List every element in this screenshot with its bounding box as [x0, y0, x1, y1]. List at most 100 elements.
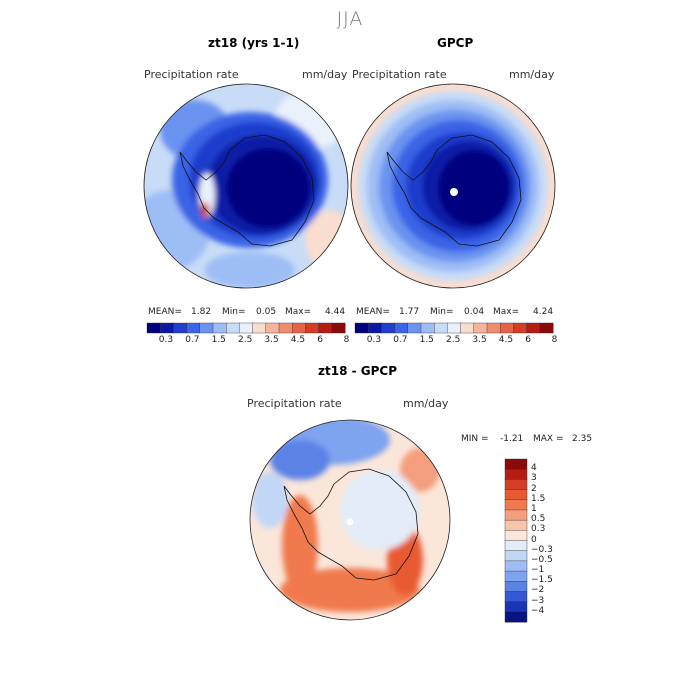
- panel1-colorbar-tick-label: 1.5: [211, 335, 226, 345]
- panel2-colorbar-tick-label: 3.5: [472, 335, 487, 345]
- panel3-coastline: [283, 468, 419, 581]
- panel1-colorbar-cell: [225, 322, 240, 334]
- panel1-min-label: Min=: [222, 307, 246, 317]
- panel1-colorbar-cell: [278, 322, 293, 334]
- panel1-colorbar-cell: [159, 322, 174, 334]
- panel2-colorbar-tick-label: 1.5: [419, 335, 434, 345]
- panel3-units: mm/day: [403, 397, 449, 410]
- panel2-mean-value: 1.77: [399, 307, 420, 317]
- panel1-colorbar-cell: [252, 322, 267, 334]
- panel1-map: [144, 84, 348, 288]
- panel3-colorbar-tick-label: 4: [531, 463, 537, 474]
- panel2-pole-marker: [450, 188, 458, 196]
- panel1-colorbar-cell: [239, 322, 254, 334]
- panel3-colorbar-cell: [504, 591, 528, 603]
- panel1-colorbar-cell: [212, 322, 227, 334]
- panel1-colorbar-cell: [146, 322, 161, 334]
- panel2-colorbar-cell: [381, 322, 396, 334]
- panel1-min-value: 0.05: [256, 307, 277, 317]
- panel1-coastline: [179, 134, 315, 247]
- panel3-colorbar-tick-label: −1.5: [531, 575, 553, 586]
- panel3-colorbar-tick-label: 0.3: [531, 524, 546, 535]
- panel2-colorbar-tick-label: 8: [551, 335, 558, 345]
- panel1-colorbar-tick-label: 0.7: [185, 335, 200, 345]
- panel3-colorbar-cell: [504, 499, 528, 511]
- panel1-colorbar-cell: [292, 322, 306, 334]
- panel2-colorbar-cell: [407, 322, 422, 334]
- panel2-colorbar-cell: [473, 322, 488, 334]
- panel3-colorbar-cell: [504, 611, 528, 623]
- panel3-max-label: MAX =: [533, 434, 564, 444]
- panel3-colorbar-cell: [504, 458, 528, 470]
- panel1-mean-label: MEAN=: [148, 307, 182, 317]
- panel3-min-label: MIN =: [461, 434, 489, 444]
- panel2-colorbar-tick-label: 0.7: [393, 335, 408, 345]
- panel1-units: mm/day: [302, 68, 348, 81]
- panel2-colorbar-tick-label: 0.3: [366, 335, 382, 345]
- panel3-colorbar-cell: [504, 479, 528, 491]
- panel2-mean-label: MEAN=: [356, 307, 390, 317]
- panel1-colorbar-cell: [186, 322, 201, 334]
- panel3-colorbar-tick-label: 0.5: [531, 514, 546, 525]
- panel1-colorbar-tick-label: 4.5: [290, 335, 306, 345]
- panel3-map: [250, 420, 450, 620]
- panel2-colorbar-cell: [420, 322, 435, 334]
- panel3-colorbar-tick-label: −3: [531, 595, 545, 606]
- panel3-map-border: [249, 419, 451, 621]
- panel3-colorbar-tick-label: −1: [531, 565, 545, 576]
- panel1-colorbar-cell: [265, 322, 280, 334]
- panel3-colorbar-cell: [504, 509, 528, 521]
- panel2-colorbar-cell: [500, 322, 514, 334]
- panel3-pole-marker: [346, 518, 354, 526]
- panel3-colorbar-cell: [504, 530, 528, 541]
- panel2-colorbar-cell: [513, 322, 528, 334]
- panel3-max-value: 2.35: [572, 434, 593, 444]
- panel2-coastline: [386, 134, 522, 247]
- panel2-colorbar-cell: [486, 322, 501, 334]
- panel2-min-label: Min=: [430, 307, 454, 317]
- colorbars: [146, 322, 554, 623]
- panel3-colorbar-tick-label: 1: [531, 503, 537, 514]
- panel1-colorbar-tick-label: 3.5: [264, 335, 279, 345]
- panel3-colorbar-tick-label: −2: [531, 585, 545, 596]
- panel1-colorbar-cell: [331, 322, 346, 334]
- panel1-colorbar-tick-label: 2.5: [238, 335, 253, 345]
- panel1-colorbar-cell: [318, 322, 333, 334]
- panel3-colorbar-cell: [504, 540, 528, 552]
- panel1-title: zt18 (yrs 1-1): [208, 36, 300, 50]
- panel2-colorbar-cell: [368, 322, 382, 334]
- panel3-colorbar-tick-label: −0.3: [531, 544, 553, 555]
- panel2-title: GPCP: [437, 36, 474, 50]
- panel1-map-border: [143, 83, 349, 289]
- panel2-map-border: [350, 83, 556, 289]
- panel1-max-value: 4.44: [325, 307, 346, 317]
- panel1-variable-label: Precipitation rate: [144, 68, 239, 81]
- panel2-max-value: 4.24: [533, 307, 554, 317]
- panel3-min-value: -1.21: [500, 434, 524, 444]
- panel3-title: zt18 - GPCP: [318, 364, 398, 378]
- panel1-colorbar-cell: [173, 322, 188, 334]
- panel3-colorbar-cell: [504, 519, 528, 531]
- page-title: JJA: [336, 8, 364, 30]
- panel2-colorbar-cell: [526, 322, 541, 334]
- panel1-mean-value: 1.82: [191, 307, 212, 317]
- panel2-colorbar-cell: [460, 322, 475, 334]
- panel3-variable-label: Precipitation rate: [247, 397, 342, 410]
- panel2-colorbar-cell: [447, 322, 462, 334]
- panel2-colorbar-cell: [434, 322, 448, 334]
- panel1-colorbar-tick-label: 6: [317, 335, 323, 345]
- panel1-max-label: Max=: [285, 307, 312, 317]
- panel1-colorbar-cell: [199, 322, 214, 334]
- panel2-map: [351, 84, 555, 288]
- panel3-colorbar-cell: [504, 570, 528, 582]
- panel3-colorbar-tick-label: 1.5: [531, 493, 546, 504]
- panel2-colorbar-cell: [394, 322, 409, 334]
- panel2-colorbar-cell: [539, 322, 554, 334]
- panel2-colorbar-tick-label: 2.5: [446, 335, 461, 345]
- panel3-colorbar-tick-label: −4: [531, 605, 545, 616]
- panel2-colorbar-cell: [354, 322, 369, 334]
- panel3-colorbar-cell: [504, 560, 528, 572]
- panel3-colorbar-tick-label: 3: [531, 473, 537, 484]
- panel2-variable-label: Precipitation rate: [352, 68, 447, 81]
- panel3-colorbar-tick-label: 0: [531, 534, 537, 545]
